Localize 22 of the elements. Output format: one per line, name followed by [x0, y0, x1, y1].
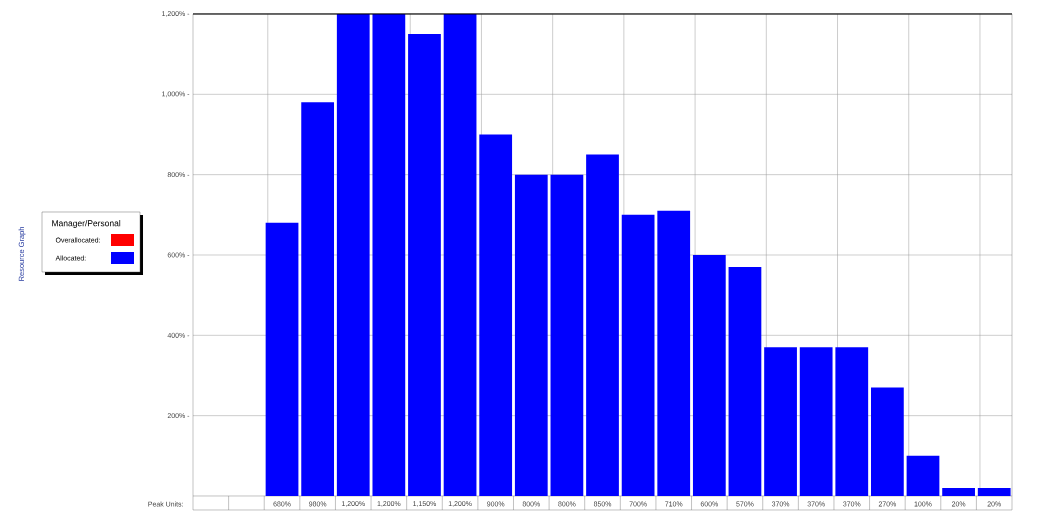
bar [906, 455, 940, 496]
bar [692, 254, 726, 496]
bar [443, 13, 477, 496]
bar [514, 174, 548, 496]
bar [301, 102, 335, 496]
bar [799, 347, 833, 496]
bar [728, 267, 762, 496]
bar [657, 210, 691, 496]
bar [265, 222, 299, 496]
bar [586, 154, 619, 496]
bar [372, 13, 406, 496]
bar [977, 487, 1011, 496]
bar [550, 174, 584, 496]
bar [942, 487, 975, 496]
bar [871, 387, 904, 496]
bar [835, 347, 869, 496]
bar [764, 347, 797, 496]
bar [621, 214, 655, 496]
legend-title: Manager/Personal [52, 220, 121, 228]
bar [408, 34, 441, 496]
bar [479, 134, 513, 496]
bar [336, 13, 370, 496]
